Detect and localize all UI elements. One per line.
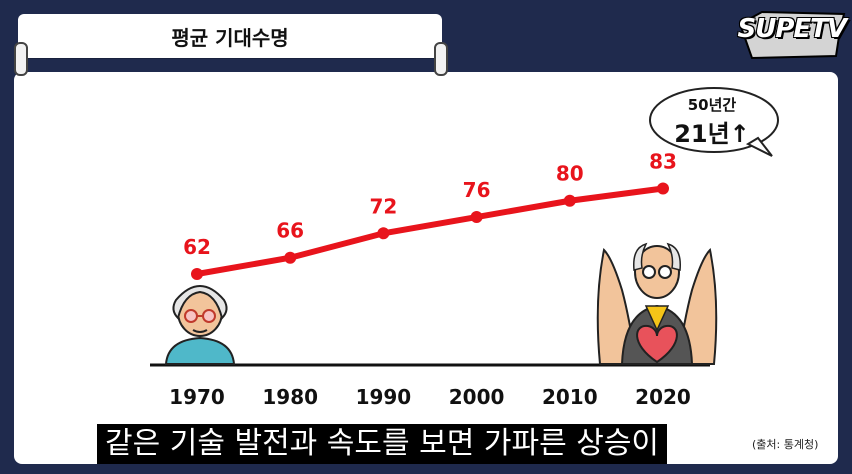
elderly-person-1970-icon <box>164 285 236 365</box>
title-pin-left <box>14 42 28 76</box>
supetv-logo-icon <box>738 10 846 60</box>
data-label: 83 <box>649 150 677 174</box>
series-group <box>191 182 669 280</box>
x-tick-label: 2000 <box>449 385 505 409</box>
video-subtitle: 같은 기술 발전과 속도를 보면 가파른 상승이 <box>97 424 668 464</box>
source-note: (출처: 통계청) <box>752 438 819 451</box>
data-label: 66 <box>276 219 304 243</box>
data-point <box>284 251 297 264</box>
data-point <box>563 194 576 207</box>
callout-bubble <box>649 87 779 157</box>
x-tick-label: 1990 <box>356 385 412 409</box>
x-tick-label: 1970 <box>169 385 225 409</box>
data-point <box>470 211 483 224</box>
logo-text: SUPETV <box>737 14 847 44</box>
x-tick-label: 2010 <box>542 385 598 409</box>
data-point <box>377 227 390 240</box>
data-label: 72 <box>369 194 397 218</box>
data-point <box>657 182 669 195</box>
series-line <box>194 185 666 277</box>
data-labels-group: 62 66 72 76 80 83 <box>183 150 677 259</box>
chart-title: 평균 기대수명 <box>18 14 442 58</box>
callout-line2: 21년↑ <box>674 120 750 148</box>
data-label: 76 <box>463 178 491 202</box>
elderly-man-hands-heart-2020-icon <box>596 242 718 365</box>
x-tick-labels-group: 1970 1980 1990 2000 2010 2020 <box>169 385 691 409</box>
x-tick-label: 1980 <box>262 385 318 409</box>
x-tick-label: 2020 <box>635 385 691 409</box>
data-point <box>191 268 203 280</box>
data-label: 62 <box>183 235 211 259</box>
callout-line1: 50년간 <box>687 96 737 114</box>
data-label: 80 <box>556 162 584 186</box>
title-pin-right <box>434 42 448 76</box>
